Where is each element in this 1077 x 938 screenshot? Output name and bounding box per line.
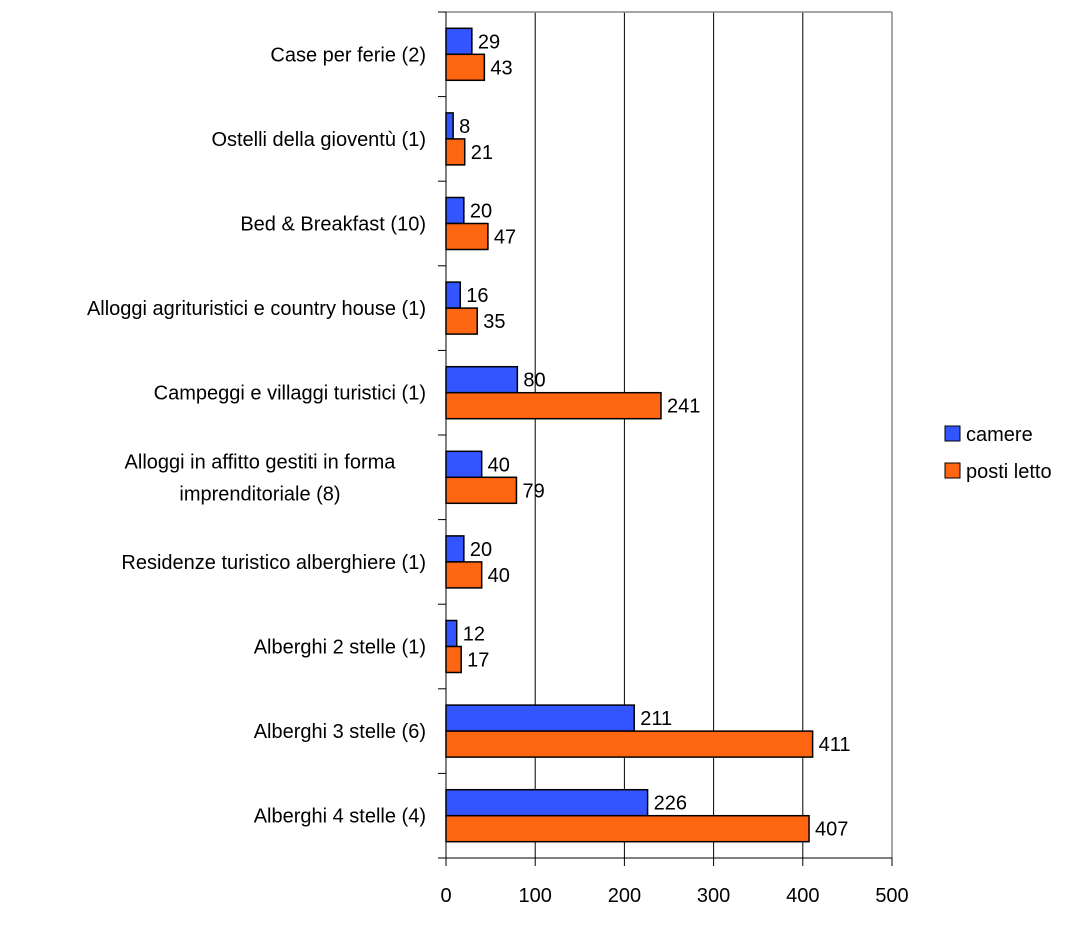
axes <box>438 11 893 866</box>
bar-camere <box>445 365 519 394</box>
bar-posti-letto <box>445 138 466 166</box>
data-label: 20 <box>470 539 492 561</box>
data-label: 40 <box>488 565 510 587</box>
bar-posti-letto <box>445 561 483 589</box>
bar-camere <box>445 704 635 732</box>
category-label: Alloggi agrituristici e country house (1… <box>87 298 426 320</box>
x-tick-label: 200 <box>608 885 641 907</box>
category-label: Alberghi 2 stelle (1) <box>254 637 426 659</box>
category-label: Residenze turistico alberghiere (1) <box>121 552 426 574</box>
bar-posti-letto <box>445 730 814 758</box>
data-label: 12 <box>463 624 485 646</box>
bar-posti-letto <box>445 307 478 335</box>
data-label: 79 <box>522 480 544 502</box>
bar-camere <box>445 196 465 225</box>
data-label: 47 <box>494 227 516 249</box>
legend-swatch <box>944 462 961 479</box>
x-tick-label: 300 <box>697 885 730 907</box>
data-label: 21 <box>471 142 493 164</box>
legend-label: posti letto <box>966 461 1052 483</box>
x-tick-label: 500 <box>875 885 908 907</box>
data-label: 43 <box>490 57 512 79</box>
data-label: 17 <box>467 650 489 672</box>
bar-posti-letto <box>445 53 486 82</box>
data-label: 8 <box>459 116 470 138</box>
x-tick-label: 100 <box>519 885 552 907</box>
bar-camere <box>445 788 649 817</box>
bar-camere <box>445 535 465 563</box>
bar-camere <box>445 112 454 140</box>
data-label: 16 <box>466 285 488 307</box>
bar-posti-letto <box>445 645 462 674</box>
category-label: imprenditoriale (8) <box>179 483 340 505</box>
data-label: 35 <box>483 311 505 333</box>
data-label: 211 <box>640 708 672 730</box>
legend: camere posti letto <box>944 424 1052 483</box>
data-label: 29 <box>478 31 500 53</box>
category-label: Alberghi 4 stelle (4) <box>254 806 426 828</box>
category-label: Alberghi 3 stelle (6) <box>254 721 426 743</box>
x-tick-label: 0 <box>440 885 451 907</box>
category-label: Case per ferie (2) <box>270 44 426 66</box>
category-label: Ostelli della gioventù (1) <box>211 129 426 151</box>
data-label: 226 <box>654 793 687 815</box>
category-label: Bed & Breakfast (10) <box>240 214 426 236</box>
bar-posti-letto <box>445 222 489 251</box>
bar-camere <box>445 619 458 648</box>
bar-posti-letto <box>445 476 518 505</box>
bar-camere <box>445 281 462 309</box>
category-label: Campeggi e villaggi turistici (1) <box>154 383 426 405</box>
bar-posti-letto <box>445 814 810 843</box>
legend-label: camere <box>966 424 1033 446</box>
bar-camere <box>445 27 473 56</box>
data-label: 20 <box>470 201 492 223</box>
bars <box>445 27 814 843</box>
data-label: 407 <box>815 819 848 841</box>
data-label: 40 <box>488 454 510 476</box>
category-label: Alloggi in affitto gestiti in forma <box>125 451 397 473</box>
bar-camere <box>445 450 483 479</box>
bar-posti-letto <box>445 391 662 420</box>
x-tick-label: 400 <box>786 885 819 907</box>
data-label: 80 <box>523 370 545 392</box>
legend-swatch <box>944 425 961 442</box>
data-label: 411 <box>819 734 851 756</box>
data-label: 241 <box>667 396 700 418</box>
